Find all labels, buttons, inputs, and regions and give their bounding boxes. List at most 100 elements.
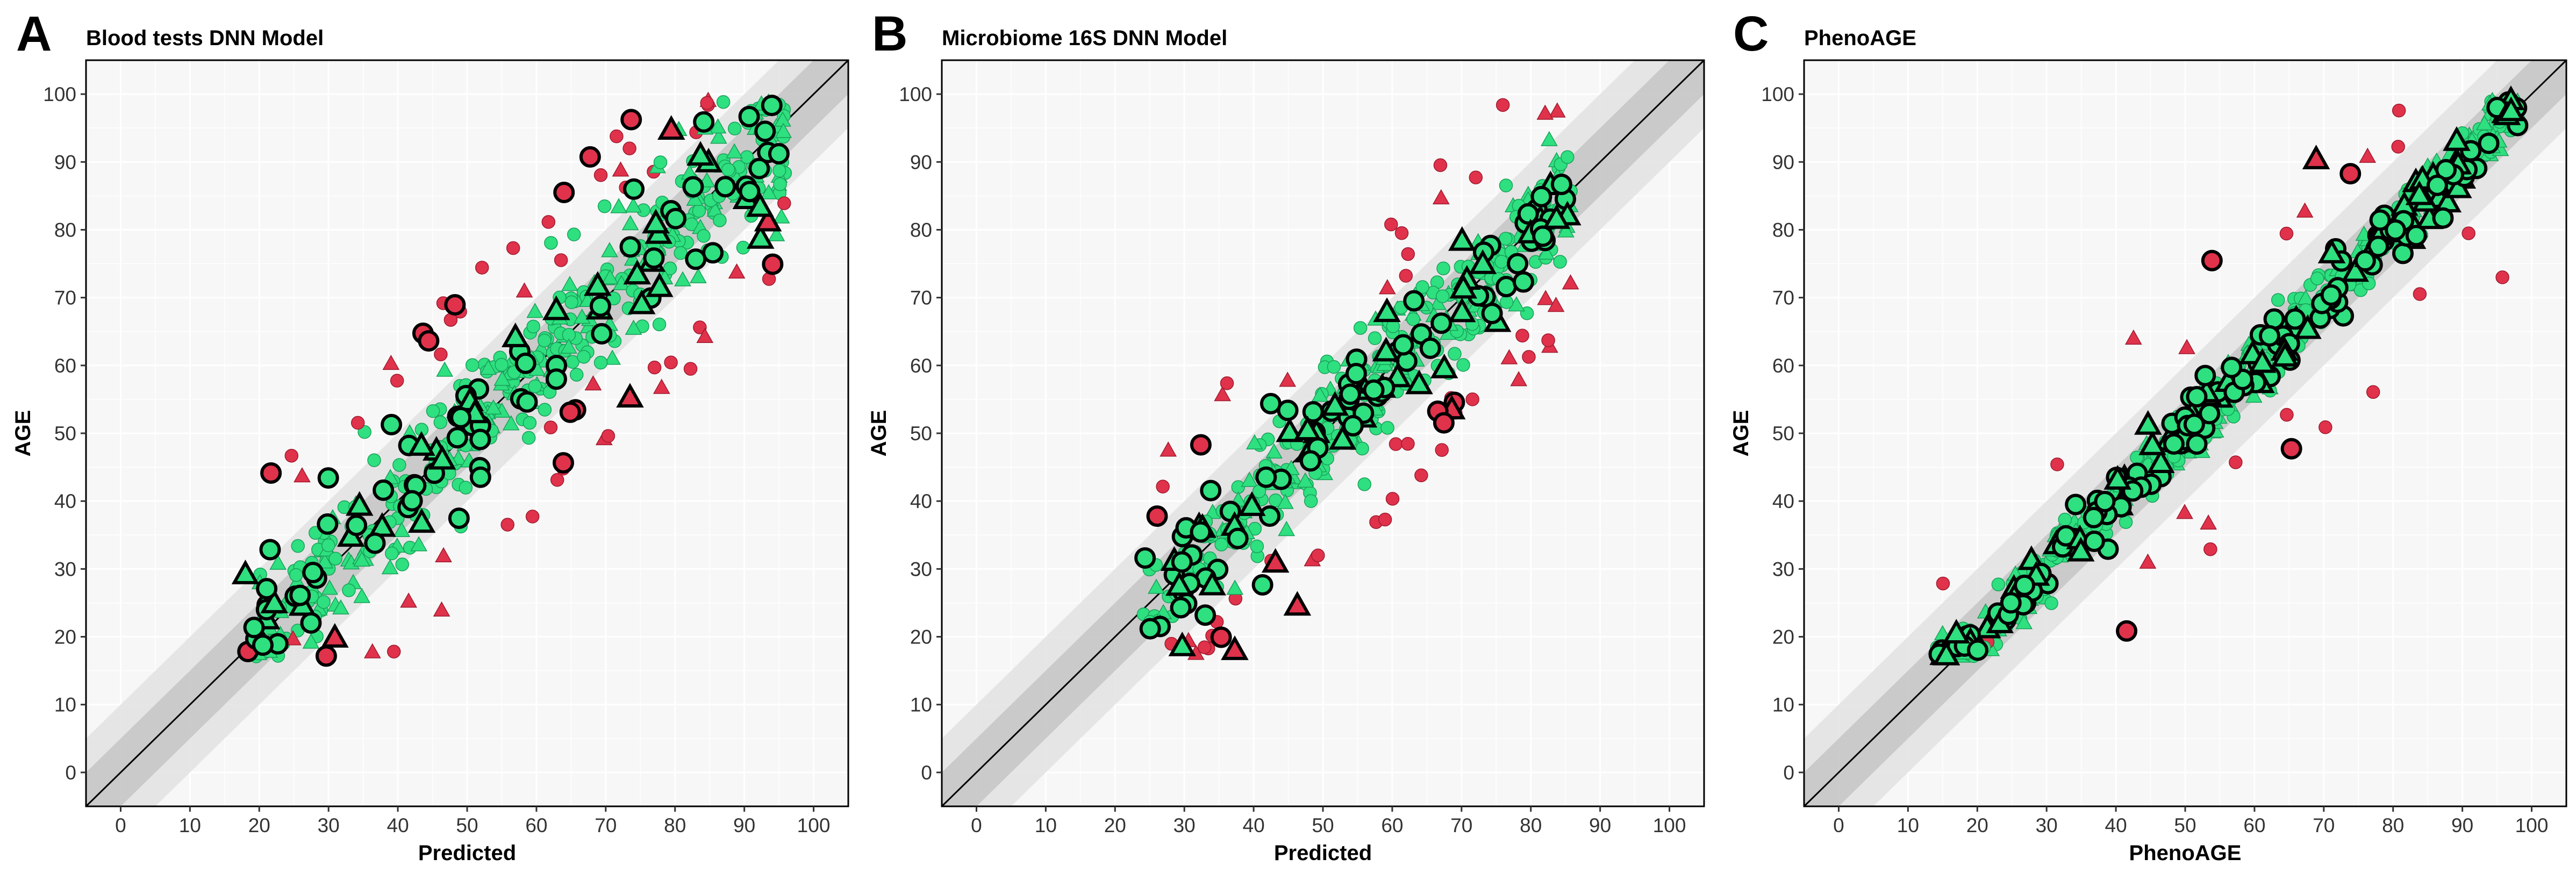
x-tick-label: 40 xyxy=(387,814,409,836)
data-point-circle xyxy=(693,320,707,334)
data-point-circle xyxy=(256,578,278,600)
data-point-triangle xyxy=(604,349,621,365)
data-point-circle xyxy=(543,420,558,434)
panel-a: A Blood tests DNN Model 0 10 20 30 40 50 60 70 8… xyxy=(11,6,849,865)
data-point-circle xyxy=(259,539,281,561)
data-point-circle xyxy=(1401,247,1415,261)
data-point-circle xyxy=(647,360,662,375)
data-point-triangle xyxy=(2317,239,2346,263)
data-point-triangle xyxy=(428,445,456,470)
data-point-triangle xyxy=(573,309,591,324)
data-point-circle xyxy=(1394,226,1409,240)
data-point-circle xyxy=(773,177,787,191)
data-point-circle xyxy=(514,352,536,374)
data-point-triangle xyxy=(516,282,533,298)
data-point-circle xyxy=(1966,639,1988,661)
data-point-circle xyxy=(1251,574,1273,596)
data-point-triangle xyxy=(775,123,792,138)
data-point-circle xyxy=(401,490,423,512)
data-point-circle xyxy=(541,215,556,229)
data-point-circle xyxy=(1532,225,1554,247)
data-point-circle xyxy=(1561,150,1575,164)
data-point-triangle xyxy=(382,354,400,370)
data-point-circle xyxy=(1194,604,1217,626)
data-point-circle xyxy=(1134,547,1156,569)
data-point-triangle xyxy=(1198,570,1226,596)
data-point-circle xyxy=(1255,466,1277,488)
data-point-circle xyxy=(475,261,489,275)
data-point-triangle xyxy=(363,643,381,659)
data-point-circle xyxy=(1368,331,1382,345)
data-point-circle xyxy=(2369,209,2391,231)
data-point-circle xyxy=(289,584,311,606)
data-point-triangle xyxy=(710,128,727,144)
data-point-circle xyxy=(346,514,368,536)
data-point-circle xyxy=(523,416,537,430)
data-point-triangle xyxy=(2245,387,2263,403)
data-point-triangle xyxy=(321,579,338,595)
data-point-circle xyxy=(593,355,608,370)
data-point-triangle xyxy=(436,361,454,377)
data-point-triangle xyxy=(746,224,775,249)
data-point-triangle xyxy=(2147,448,2175,473)
data-point-circle xyxy=(2065,493,2087,516)
data-point-circle xyxy=(1522,350,1536,364)
axes: 0 10 20 30 40 50 60 70 80 90 100 0 10 20 30 40 50 60 70 80 9… xyxy=(1761,83,2548,836)
data-point-triangle xyxy=(1432,189,1450,205)
y-axis-title-b: AGE xyxy=(867,410,891,457)
data-point-circle xyxy=(1302,401,1324,423)
data-point-circle xyxy=(1401,436,1415,451)
data-point-circle xyxy=(1220,376,1234,390)
panel-title-a: Blood tests DNN Model xyxy=(86,26,324,50)
plot-area-a: 0 10 20 30 40 50 60 70 80 90 100 0 10 20 30 40 50 60 70 80 9… xyxy=(43,59,849,836)
data-point-circle xyxy=(448,507,470,529)
data-point-triangle xyxy=(231,560,260,584)
data-point-circle xyxy=(622,141,636,155)
data-point-triangle xyxy=(381,559,399,575)
x-axis-title-a: Predicted xyxy=(418,841,516,865)
data-point-triangle xyxy=(502,415,520,431)
axes: 0 10 20 30 40 50 60 70 80 90 100 0 10 20 30 40 50 60 70 80 9… xyxy=(43,83,830,836)
y-tick-label: 80 xyxy=(910,219,932,241)
panel-title-b: Microbiome 16S DNN Model xyxy=(942,26,1227,50)
data-point-triangle xyxy=(433,601,450,617)
data-point-circle xyxy=(381,413,403,435)
data-point-circle xyxy=(2271,293,2285,307)
data-point-circle xyxy=(1550,173,1572,195)
data-point-circle xyxy=(2354,250,2376,272)
y-tick-label: 60 xyxy=(910,355,932,377)
y-tick-label: 100 xyxy=(899,83,932,105)
data-point-circle xyxy=(528,379,542,393)
data-point-circle xyxy=(601,429,616,443)
clipped-layer xyxy=(942,60,1704,806)
data-point-triangle xyxy=(493,370,511,386)
data-point-triangle xyxy=(2178,339,2195,354)
data-point-triangle xyxy=(1405,369,1433,395)
data-point-circle xyxy=(469,428,491,450)
data-point-triangle xyxy=(2015,614,2033,629)
x-tick-label: 30 xyxy=(2036,814,2058,836)
data-point-circle xyxy=(500,518,514,532)
data-point-triangle xyxy=(1537,290,1555,305)
data-point-triangle xyxy=(1448,297,1476,323)
data-point-triangle xyxy=(561,276,578,291)
data-point-circle xyxy=(1299,450,1321,472)
data-point-triangle xyxy=(1321,391,1349,416)
panel-letter-a: A xyxy=(16,6,52,61)
data-point-circle xyxy=(692,204,706,218)
y-tick-label: 10 xyxy=(54,694,76,716)
data-point-triangle xyxy=(484,399,502,415)
data-point-circle xyxy=(2083,506,2105,528)
data-point-circle xyxy=(2186,385,2208,407)
data-point-circle xyxy=(2044,596,2058,610)
data-point-triangle xyxy=(754,206,782,232)
data-point-circle xyxy=(1342,415,1364,437)
data-point-circle xyxy=(1355,441,1369,456)
data-point-circle xyxy=(2279,226,2294,241)
data-point-triangle xyxy=(1276,417,1304,442)
data-point-circle xyxy=(1384,217,1398,232)
y-tick-label: 10 xyxy=(910,694,932,716)
data-point-triangle xyxy=(542,295,570,320)
axes: 0 10 20 30 40 50 60 70 80 90 100 0 10 20 30 40 50 60 70 80 9… xyxy=(899,83,1686,836)
data-point-triangle xyxy=(2134,410,2162,435)
